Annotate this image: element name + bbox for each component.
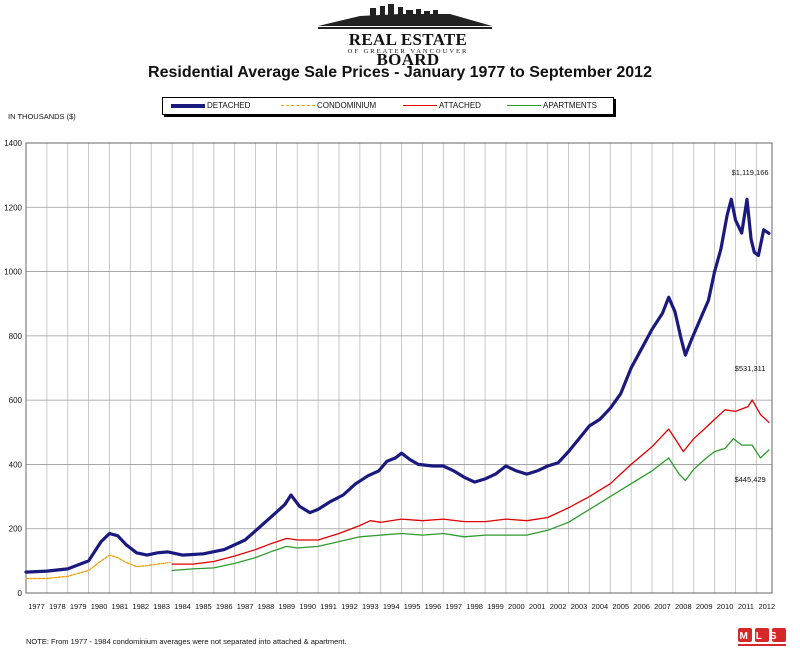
x-tick-label: 1978: [49, 602, 66, 611]
x-tick-label: 1999: [487, 602, 504, 611]
x-tick-label: 1983: [153, 602, 170, 611]
x-tick-label: 1981: [112, 602, 129, 611]
series-line-attached: [171, 399, 770, 565]
x-tick-label: 1982: [132, 602, 149, 611]
x-tick-label: 2007: [654, 602, 671, 611]
x-tick-label: 2012: [758, 602, 775, 611]
series-line-apartments: [171, 438, 770, 572]
legend-entry-detached: DETACHED: [171, 98, 250, 114]
x-tick-label: 2002: [550, 602, 567, 611]
x-tick-label: 1996: [425, 602, 442, 611]
y-tick-label: 0: [18, 589, 23, 598]
series-line-detached: [24, 197, 771, 574]
legend-label: ATTACHED: [439, 101, 481, 110]
chart-legend: DETACHED CONDOMINIUM ATTACHED APARTMENTS: [162, 97, 614, 115]
city-skyline-icon: [318, 4, 492, 29]
legend-label: DETACHED: [207, 101, 251, 110]
data-label: $531,311: [735, 364, 766, 373]
legend-label: APARTMENTS: [543, 101, 597, 110]
data-label: $1,119,166: [732, 168, 769, 177]
x-tick-label: 1991: [320, 602, 337, 611]
x-tick-label: 2010: [717, 602, 734, 611]
x-tick-label: 1994: [383, 602, 400, 611]
footnote: NOTE: From 1977 - 1984 condominium avera…: [26, 637, 347, 646]
x-tick-label: 2003: [571, 602, 588, 611]
plot-frame: [25, 142, 773, 594]
x-tick-label: 1986: [216, 602, 233, 611]
y-tick-label: 1400: [4, 139, 22, 148]
legend-entry-attached: ATTACHED: [403, 98, 481, 114]
legend-swatch-condominium: [281, 105, 315, 107]
x-tick-label: 1990: [299, 602, 316, 611]
x-tick-label: 1989: [278, 602, 295, 611]
x-tick-label: 2011: [738, 602, 754, 611]
x-tick-label: 1997: [445, 602, 462, 611]
data-label: $445,429: [734, 475, 765, 484]
y-tick-label: 600: [9, 396, 23, 405]
legend-swatch-attached: [403, 105, 437, 107]
legend-swatch-apartments: [507, 105, 541, 107]
x-tick-label: 1987: [237, 602, 254, 611]
logo-name: REAL ESTATE BOARD: [348, 30, 468, 69]
x-tick-label: 2009: [696, 602, 713, 611]
x-tick-label: 2004: [592, 602, 609, 611]
legend-entry-condominium: CONDOMINIUM: [281, 98, 376, 114]
legend-entry-apartments: APARTMENTS: [507, 98, 597, 114]
x-tick-label: 1985: [195, 602, 212, 611]
y-tick-label: 400: [9, 460, 23, 469]
y-tick-label: 1000: [4, 268, 22, 277]
x-tick-label: 1998: [466, 602, 483, 611]
logo-subtitle: OF GREATER VANCOUVER: [347, 48, 469, 55]
mls-logo-text: MLS: [739, 631, 784, 642]
x-tick-label: 2008: [675, 602, 692, 611]
x-tick-label: 1995: [404, 602, 421, 611]
x-tick-label: 2005: [612, 602, 629, 611]
line-chart: 0 200 400 600 800 1000 1200 1400 1977 1978 1979 198…: [4, 139, 775, 611]
x-tick-label: 1977: [28, 602, 45, 611]
x-tick-label: 2006: [633, 602, 650, 611]
x-tick-label: 1979: [70, 602, 87, 611]
series-line-condominium: [25, 554, 171, 580]
chart-title: Residential Average Sale Prices - Januar…: [148, 64, 652, 81]
y-axis-label: IN THOUSANDS ($): [8, 112, 76, 121]
x-tick-label: 2000: [508, 602, 525, 611]
x-tick-label: 1980: [91, 602, 108, 611]
legend-label: CONDOMINIUM: [317, 101, 377, 110]
legend-swatch-detached: [171, 103, 205, 108]
x-tick-label: 1988: [258, 602, 275, 611]
x-tick-label: 1992: [341, 602, 358, 611]
y-tick-label: 1200: [4, 203, 22, 212]
y-tick-label: 800: [9, 332, 23, 341]
x-tick-label: 1993: [362, 602, 379, 611]
mls-logo-icon: MLS: [738, 628, 786, 646]
y-tick-label: 200: [9, 525, 23, 534]
x-tick-label: 1984: [174, 602, 191, 611]
x-tick-label: 2001: [529, 602, 546, 611]
